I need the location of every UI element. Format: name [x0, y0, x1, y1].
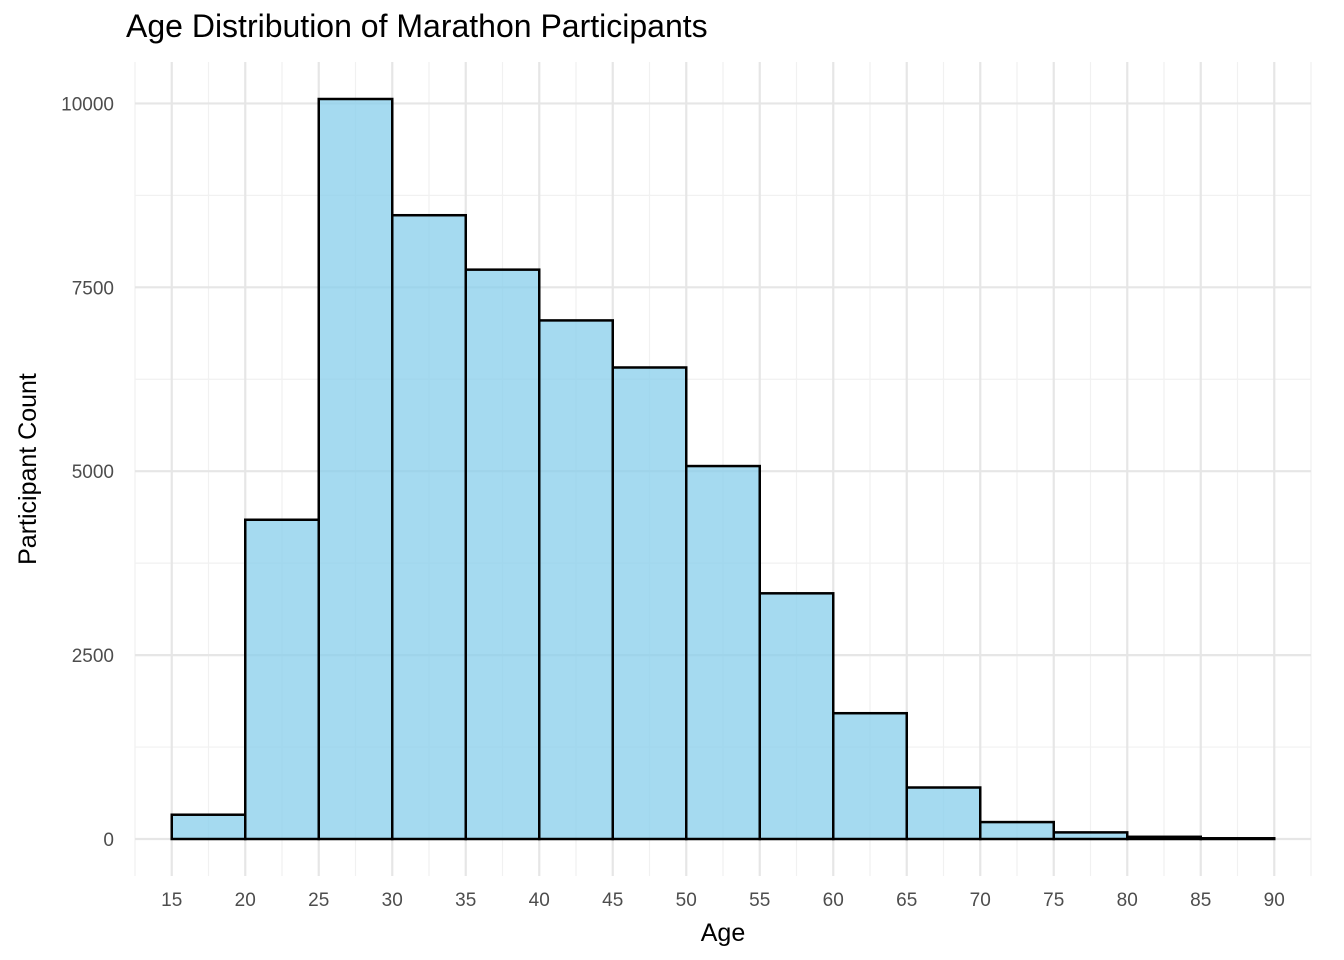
histogram-bar [979, 820, 1055, 841]
y-tick-labels: 0 2500 5000 7500 10000 [61, 94, 114, 851]
histogram-bar [244, 518, 320, 841]
x-tick-label: 85 [1190, 890, 1211, 911]
x-tick-label: 25 [308, 890, 329, 911]
histogram-bar [832, 711, 908, 841]
x-tick-label: 75 [1043, 890, 1064, 911]
y-tick-label: 2500 [72, 646, 114, 667]
x-tick-label: 70 [970, 890, 991, 911]
histogram-bar [1199, 837, 1276, 841]
x-tick-label: 90 [1264, 890, 1285, 911]
histogram-bar [611, 366, 688, 841]
x-tick-label: 50 [676, 890, 697, 911]
x-tick-label: 55 [749, 890, 770, 911]
y-tick-label: 10000 [61, 94, 114, 115]
x-tick-label: 20 [235, 890, 256, 911]
histogram-bar [464, 268, 541, 841]
x-tick-label: 40 [529, 890, 550, 911]
x-tick-label: 30 [382, 890, 403, 911]
y-tick-label: 0 [103, 830, 114, 851]
histogram-bar [1126, 835, 1202, 841]
y-tick-label: 7500 [72, 278, 114, 299]
x-tick-label: 80 [1117, 890, 1138, 911]
x-tick-label: 60 [823, 890, 844, 911]
histogram-bar [170, 813, 247, 841]
x-tick-label: 65 [896, 890, 917, 911]
histogram-bar [317, 97, 394, 841]
x-tick-label: 35 [455, 890, 476, 911]
histogram-bar [391, 213, 467, 841]
histogram-bar [685, 464, 761, 841]
histogram-bar [758, 592, 835, 841]
chart-title: Age Distribution of Marathon Participant… [126, 8, 708, 44]
y-tick-label: 5000 [72, 462, 114, 483]
y-axis-title: Participant Count [14, 373, 42, 565]
histogram-bar [1052, 831, 1129, 841]
x-tick-labels: 15 20 25 30 35 40 45 50 55 60 65 70 75 80 85 90 [161, 890, 1285, 911]
histogram-bar [538, 319, 614, 841]
histogram-bar [905, 786, 982, 841]
bars-layer [170, 97, 1276, 841]
x-axis-title: Age [701, 919, 745, 947]
x-tick-label: 45 [602, 890, 623, 911]
x-tick-label: 15 [161, 890, 182, 911]
